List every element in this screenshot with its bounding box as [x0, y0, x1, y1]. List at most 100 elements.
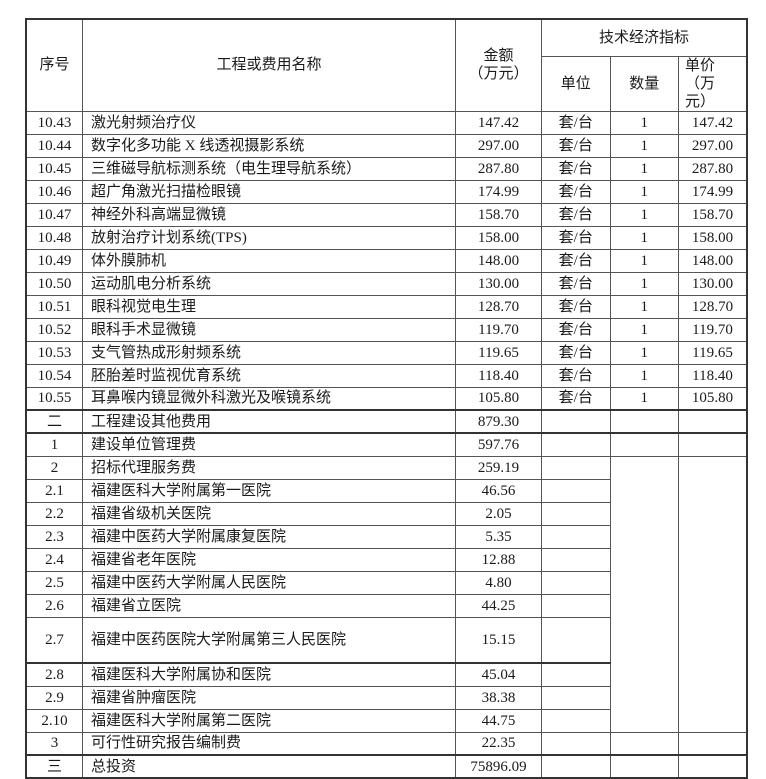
header-amount: 金额 （万元）: [455, 18, 542, 112]
table-row: 1 建设单位管理费 597.76: [25, 432, 748, 457]
table-row: 10.46 超广角激光扫描检眼镜 174.99 套/台 1 174.99: [25, 179, 748, 204]
row-name: 招标代理服务费: [82, 455, 456, 480]
row-unit: [541, 685, 611, 710]
row-no: 10.49: [25, 248, 83, 273]
row-unit: [541, 708, 611, 733]
row-price: 158.70: [678, 202, 748, 227]
row-name: 福建医科大学附属第二医院: [82, 708, 456, 733]
table-row: 10.54 胚胎差时监视优育系统 118.40 套/台 1 118.40: [25, 363, 748, 388]
table-row: 三总投资 75896.09: [25, 754, 748, 779]
row-price: [678, 432, 748, 457]
table-row: 10.48 放射治疗计划系统(TPS) 158.00 套/台 1 158.00: [25, 225, 748, 250]
row-amount: 46.56: [455, 478, 542, 503]
row-amount: 158.70: [455, 202, 542, 227]
row-qty: 1: [609, 271, 679, 296]
row-price: [678, 754, 748, 779]
row-name: 神经外科高端显微镜: [82, 202, 456, 227]
row-amount: 22.35: [455, 731, 542, 756]
row-no: 2.10: [25, 708, 83, 733]
row-unit: [541, 731, 611, 756]
table-row: 10.51 眼科视觉电生理 128.70 套/台 1 128.70: [25, 294, 748, 319]
row-name: 数字化多功能 X 线透视摄影系统: [82, 133, 456, 158]
row-amount: 147.42: [455, 110, 542, 135]
row-unit: [541, 478, 611, 503]
row-qty: [609, 731, 679, 756]
header-price-line1: 单价 （万: [685, 57, 716, 92]
row-unit: 套/台: [541, 156, 611, 181]
row-unit: [541, 432, 611, 457]
row-amount: 174.99: [455, 179, 542, 204]
table-row: 2.6 福建省立医院 44.25: [25, 593, 747, 618]
row-amount: 158.00: [455, 225, 542, 250]
row-unit: [541, 547, 611, 572]
row-no: 10.52: [25, 317, 83, 342]
merged-qty-cell: [609, 455, 679, 733]
row-unit: [541, 501, 611, 526]
row-unit: 套/台: [541, 340, 611, 365]
row-name: 激光射频治疗仪: [82, 110, 456, 135]
table-row: 2.1 福建医科大学附属第一医院 46.56: [25, 478, 747, 503]
row-name: 总投资: [82, 754, 456, 779]
row-unit: 套/台: [541, 225, 611, 250]
row-name: 福建省老年医院: [82, 547, 456, 572]
row-no: 二: [25, 409, 83, 434]
table-row: 2.5 福建中医药大学附属人民医院 4.80: [25, 570, 747, 595]
row-no: 2.3: [25, 524, 83, 549]
row-qty: 1: [609, 386, 679, 411]
row-name: 福建医科大学附属第一医院: [82, 478, 456, 503]
row-amount: 38.38: [455, 685, 542, 710]
table-row: 10.50 运动肌电分析系统 130.00 套/台 1 130.00: [25, 271, 748, 296]
row-no: 2.1: [25, 478, 83, 503]
row-price: 174.99: [678, 179, 748, 204]
row-unit: 套/台: [541, 133, 611, 158]
row-unit: 套/台: [541, 386, 611, 411]
row-price: 287.80: [678, 156, 748, 181]
table-row: 3 可行性研究报告编制费 22.35: [25, 731, 748, 756]
header-amount-line1: 金额: [483, 48, 514, 65]
row-no: 10.45: [25, 156, 83, 181]
row-no: 10.55: [25, 386, 83, 411]
row-unit: 套/台: [541, 110, 611, 135]
row-qty: 1: [609, 317, 679, 342]
row-amount: 44.25: [455, 593, 542, 618]
header-amount-line2: （万元）: [468, 66, 529, 83]
row-name: 运动肌电分析系统: [82, 271, 456, 296]
row-price: 158.00: [678, 225, 748, 250]
row-price: 105.80: [678, 386, 748, 411]
row-amount: 12.88: [455, 547, 542, 572]
row-no: 1: [25, 432, 83, 457]
row-amount: 2.05: [455, 501, 542, 526]
table-row: 10.52 眼科手术显微镜 119.70 套/台 1 119.70: [25, 317, 748, 342]
row-price: 148.00: [678, 248, 748, 273]
row-amount: 75896.09: [455, 754, 542, 779]
row-qty: 1: [609, 294, 679, 319]
row-unit: [541, 593, 611, 618]
row-price: [678, 409, 748, 434]
row-price: 128.70: [678, 294, 748, 319]
row-qty: 1: [609, 156, 679, 181]
row-amount: 44.75: [455, 708, 542, 733]
row-qty: [609, 432, 679, 457]
table-row: 10.43 激光射频治疗仪 147.42 套/台 1 147.42: [25, 110, 748, 135]
header-qty: 数量: [609, 55, 679, 112]
table-row: 2.3 福建中医药大学附属康复医院 5.35: [25, 524, 747, 549]
table-row: 10.44 数字化多功能 X 线透视摄影系统 297.00 套/台 1 297.00: [25, 133, 748, 158]
row-name: 超广角激光扫描检眼镜: [82, 179, 456, 204]
row-amount: 259.19: [455, 455, 542, 480]
row-amount: 118.40: [455, 363, 542, 388]
row-no: 2: [25, 455, 83, 480]
row-qty: [609, 754, 679, 779]
row-unit: 套/台: [541, 248, 611, 273]
row-amount: 879.30: [455, 409, 542, 434]
row-name: 体外膜肺机: [82, 248, 456, 273]
table-row: 10.47 神经外科高端显微镜 158.70 套/台 1 158.70: [25, 202, 748, 227]
row-unit: [541, 409, 611, 434]
row-no: 2.9: [25, 685, 83, 710]
row-no: 2.4: [25, 547, 83, 572]
row-unit: 套/台: [541, 363, 611, 388]
row-price: 118.40: [678, 363, 748, 388]
row-unit: [541, 754, 611, 779]
row-name: 福建省级机关医院: [82, 501, 456, 526]
header-price: 单价 （万 元）: [678, 55, 748, 112]
row-name: 福建中医药医院大学附属第三人民医院: [82, 616, 456, 664]
